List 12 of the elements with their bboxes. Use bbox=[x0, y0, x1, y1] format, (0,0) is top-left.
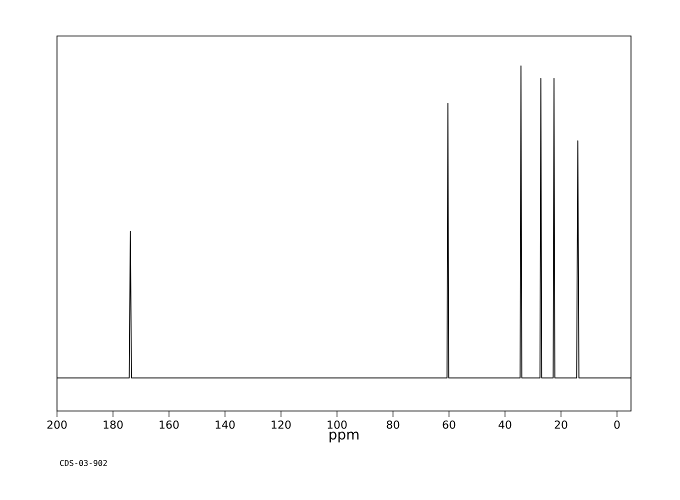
x-tick-label: 0 bbox=[614, 420, 620, 429]
x-tick-label: 40 bbox=[498, 420, 512, 429]
x-tick-label: 140 bbox=[216, 420, 235, 429]
x-tick-label: 100 bbox=[328, 420, 347, 429]
x-tick-label: 60 bbox=[442, 420, 456, 429]
x-tick-label: 160 bbox=[160, 420, 179, 429]
x-tick-label: 200 bbox=[47, 420, 67, 429]
x-tick-label: 20 bbox=[554, 420, 568, 429]
x-tick-label: 80 bbox=[386, 420, 400, 429]
x-tick-label: 180 bbox=[104, 420, 123, 429]
x-tick-label: 120 bbox=[272, 420, 291, 429]
x-axis-title: ppm bbox=[330, 432, 358, 442]
